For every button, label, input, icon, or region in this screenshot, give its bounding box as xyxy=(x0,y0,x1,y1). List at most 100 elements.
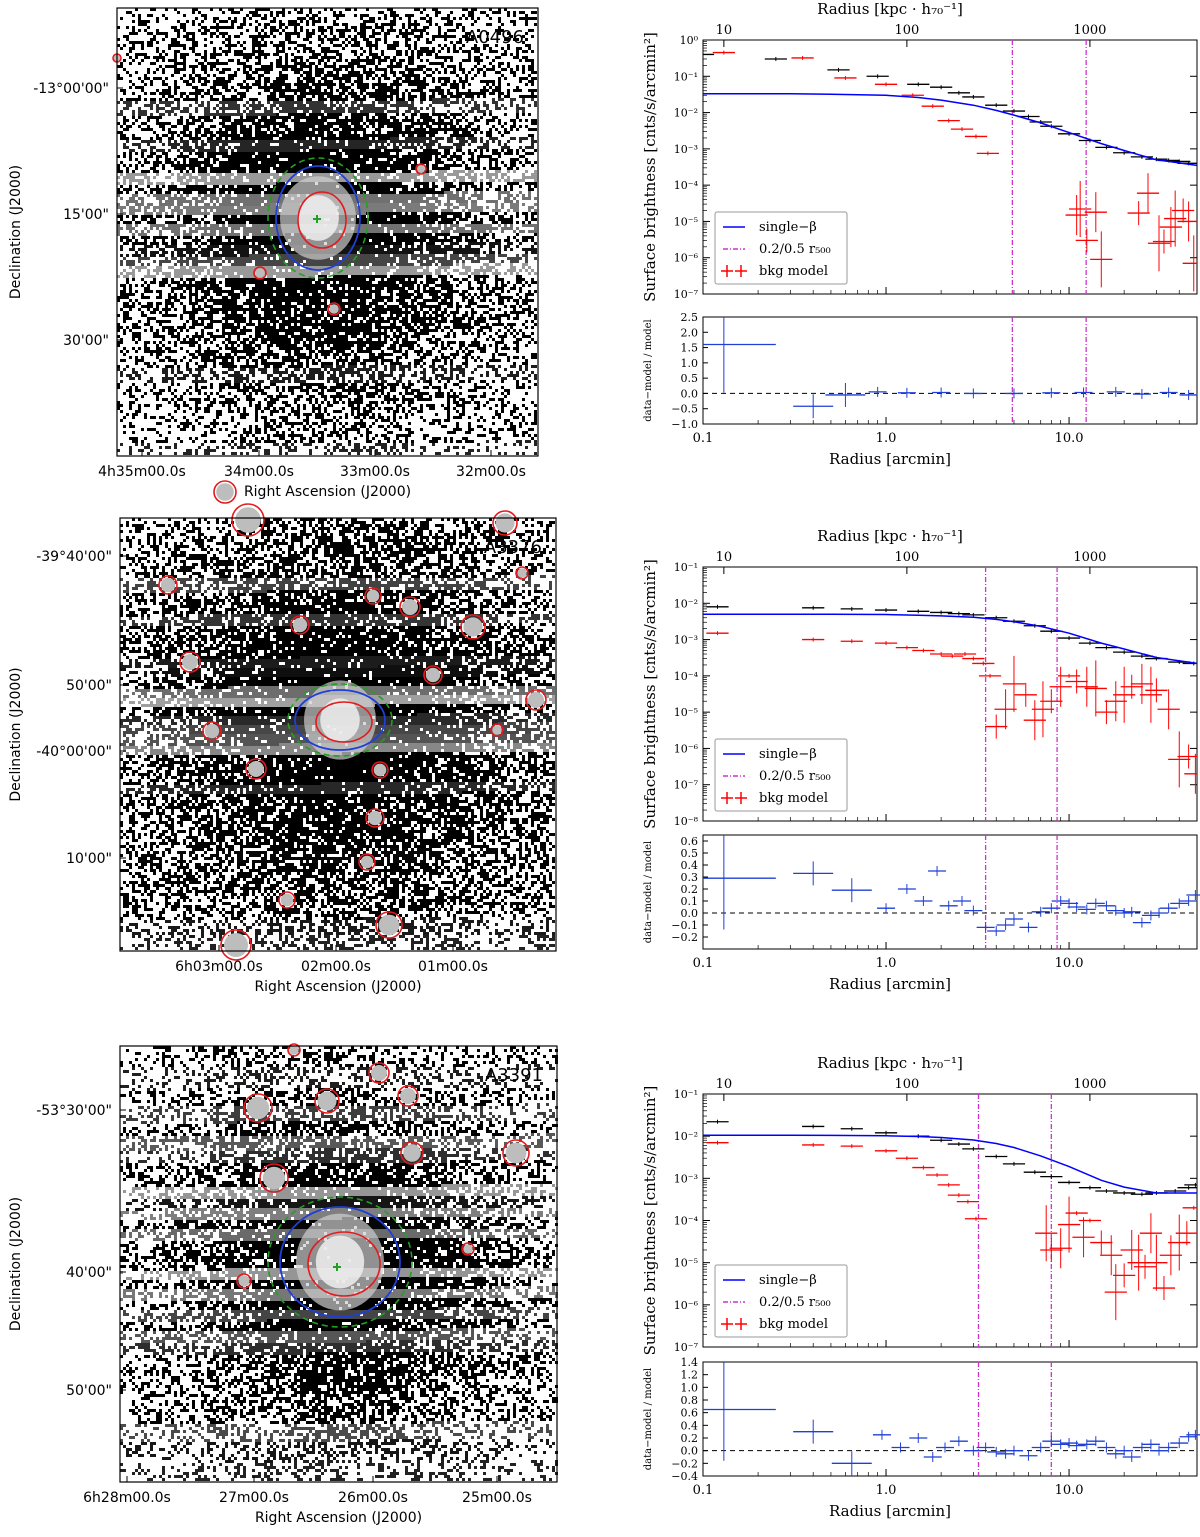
photon-pixels xyxy=(120,1046,558,1481)
pixel-block xyxy=(120,875,555,890)
pixel-block xyxy=(120,773,555,785)
pixel-block xyxy=(117,335,537,353)
source-mask-contour xyxy=(502,1139,530,1167)
top-tick-label: 10 xyxy=(716,23,733,38)
x-tick-label: 1.0 xyxy=(876,431,897,446)
pixel-block xyxy=(120,665,552,677)
top-tick-label: 10 xyxy=(716,1077,733,1092)
legend-label: single−β xyxy=(759,1273,817,1288)
cluster-name: A3391 xyxy=(485,1065,543,1086)
pixel-block xyxy=(120,1148,555,1163)
pixel-block xyxy=(120,1421,552,1442)
x-axis-label: Right Ascension (J2000) xyxy=(254,979,421,995)
x-tick-label: 10.0 xyxy=(1055,431,1084,446)
point-source xyxy=(280,893,294,907)
pixel-block xyxy=(117,323,537,338)
y-axis-label: Surface brightness [cnts/s/arcmin²] xyxy=(641,559,659,829)
pixel-block xyxy=(120,1439,558,1463)
x-tick-label: 0.1 xyxy=(693,956,714,971)
legend-label: 0.2/0.5 r₅₀₀ xyxy=(759,1295,831,1310)
y-tick-label: 10⁻³ xyxy=(674,143,698,156)
source-mask-contour xyxy=(423,665,443,685)
residual-y-tick-label: 0.3 xyxy=(681,871,699,884)
y-tick-label: 10⁻⁷ xyxy=(674,288,699,301)
source-mask-contour xyxy=(400,1141,424,1165)
series-bkg-model xyxy=(706,631,1197,794)
top-tick-label: 100 xyxy=(894,23,919,38)
x-tick-label: 4h35m00.0s xyxy=(98,464,186,480)
source-mask-contour xyxy=(415,163,427,175)
y-tick-label: 15'00" xyxy=(63,207,109,223)
pixel-block xyxy=(117,8,537,32)
r500-contour xyxy=(267,157,369,279)
x-tick-label: 26m00.0s xyxy=(338,1490,408,1506)
point-source xyxy=(329,304,339,314)
residual-y-tick-label: −0.4 xyxy=(671,1470,698,1483)
x-tick-label: 02m00.0s xyxy=(301,959,371,975)
point-source xyxy=(403,1144,421,1162)
top-axis-label: Radius [kpc · h₇₀⁻¹] xyxy=(817,1054,963,1072)
pixel-block xyxy=(117,398,537,422)
residual-axes xyxy=(702,834,1198,950)
top-tick-label: 1000 xyxy=(1073,550,1106,565)
residual-y-tick-label: 0.1 xyxy=(681,895,699,908)
pixel-block xyxy=(120,824,555,839)
residual-y-tick-label: −0.2 xyxy=(671,931,698,944)
y-tick-label: -13°00'00" xyxy=(33,81,109,97)
y-tick-label: 10⁻³ xyxy=(674,634,698,647)
pixel-block xyxy=(117,365,537,383)
source-mask-contour xyxy=(365,808,385,828)
source-mask-contour xyxy=(490,723,504,737)
point-source xyxy=(248,761,264,777)
profile-A3376-profile: 10⁻⁸ 10⁻⁷ 10⁻⁶ 10⁻⁵ 10⁻⁴ 10⁻³ 10⁻² 10⁻¹ 0.1 1.0 10… xyxy=(641,527,1200,993)
source-mask-contour xyxy=(314,1088,340,1114)
legend-label: 0.2/0.5 r₅₀₀ xyxy=(759,769,831,784)
sb-axes xyxy=(702,566,1198,822)
legend-bkg-swatch xyxy=(721,265,747,277)
point-source xyxy=(182,654,198,670)
residual-y-tick-label: −1.0 xyxy=(671,418,698,431)
point-source xyxy=(400,1088,416,1104)
top-tick-label: 10 xyxy=(716,550,733,565)
residual-y-label: data−model / model xyxy=(643,319,654,422)
point-source xyxy=(528,692,544,708)
point-source xyxy=(235,507,261,533)
x-tick-label: 6h28m00.0s xyxy=(83,1490,171,1506)
source-mask-contour xyxy=(327,302,341,316)
point-source xyxy=(204,723,220,739)
r500-contour xyxy=(287,683,393,757)
top-axis-label: Radius [kpc · h₇₀⁻¹] xyxy=(817,0,963,18)
y-tick-label: 10'00" xyxy=(66,851,112,867)
pixel-block xyxy=(120,1064,558,1091)
series-single-beta xyxy=(703,1134,1197,1194)
source-mask-contour xyxy=(220,929,252,961)
y-tick-label: 10⁻¹ xyxy=(674,70,698,83)
source-mask-contour xyxy=(243,1093,273,1123)
residual-y-tick-label: 0.0 xyxy=(681,907,699,920)
residual-axes xyxy=(702,1361,1198,1477)
y-axis-label: Declination (J2000) xyxy=(8,1197,24,1331)
source-mask-contour xyxy=(375,911,403,939)
pixel-block xyxy=(120,848,555,863)
x-tick-label: 0.1 xyxy=(693,1483,714,1498)
outer-contour xyxy=(294,689,386,751)
point-source xyxy=(367,810,383,826)
y-axis-label: Surface brightness [cnts/s/arcmin²] xyxy=(641,32,659,302)
legend-label: single−β xyxy=(759,747,817,762)
pixel-block xyxy=(126,1196,555,1211)
x-tick-label: 27m00.0s xyxy=(219,1490,289,1506)
residual-y-tick-label: 1.0 xyxy=(681,1381,699,1394)
pixel-block xyxy=(117,149,537,164)
source-mask-contour xyxy=(368,1062,390,1084)
y-tick-label: 10⁻⁶ xyxy=(674,742,699,755)
residual-y-tick-label: −0.5 xyxy=(671,403,698,416)
centroid-marker xyxy=(313,215,321,223)
top-axis-label: Radius [kpc · h₇₀⁻¹] xyxy=(817,527,963,545)
legend-bkg-swatch xyxy=(721,1318,747,1330)
inner-contour xyxy=(297,191,347,249)
pixel-block xyxy=(120,887,555,905)
cluster-image-A0496: A0496 4h35m00.0s 34m00.0s 33m00.0s 32m00.0s -… xyxy=(8,7,539,504)
pixel-block xyxy=(120,935,555,950)
image-frame xyxy=(119,1045,558,1483)
residual-y-tick-label: 0.4 xyxy=(681,859,699,872)
